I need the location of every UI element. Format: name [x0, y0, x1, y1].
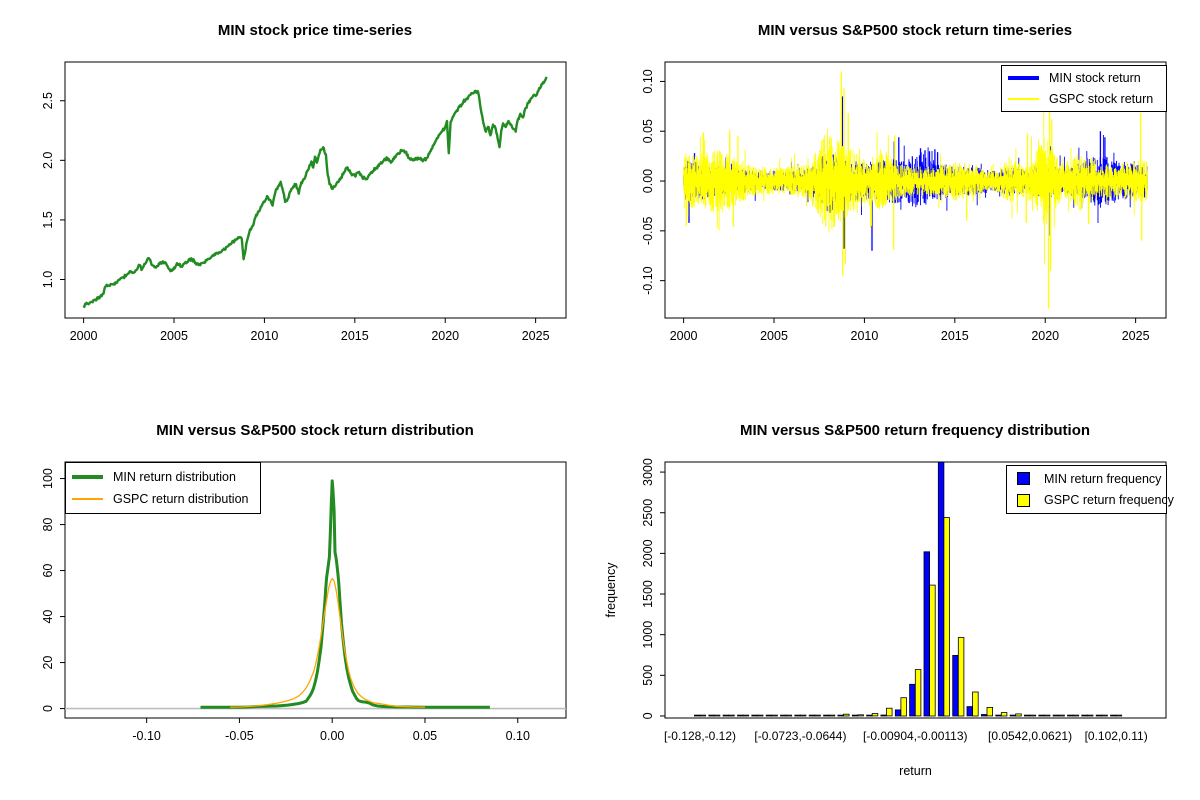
chart-title: MIN versus S&P500 stock return distribut…: [156, 422, 474, 439]
svg-text:2025: 2025: [522, 329, 550, 343]
legend-item: MIN return distribution: [72, 467, 254, 487]
legend-return-distribution: MIN return distribution GSPC return dist…: [65, 462, 261, 514]
svg-text:2000: 2000: [641, 539, 655, 567]
svg-text:100: 100: [41, 468, 55, 489]
panel-return-frequency: MIN versus S&P500 return frequency distr…: [600, 400, 1200, 800]
svg-text:2020: 2020: [1031, 329, 1059, 343]
svg-text:0: 0: [641, 712, 655, 719]
svg-text:1.0: 1.0: [41, 271, 55, 288]
return-frequency-chart: 0 500 1000 1500 2000 2500 3000 return frequency […: [604, 458, 1167, 778]
legend-label: MIN return distribution: [113, 469, 236, 484]
legend-label: GSPC stock return: [1049, 91, 1154, 106]
svg-text:2020: 2020: [431, 329, 459, 343]
svg-text:[-0.00904,-0.00113): [-0.00904,-0.00113): [863, 729, 968, 743]
svg-text:0.10: 0.10: [641, 69, 655, 93]
svg-text:2000: 2000: [70, 329, 98, 343]
svg-text:-0.10: -0.10: [641, 266, 655, 295]
svg-text:return: return: [899, 764, 932, 778]
svg-text:1000: 1000: [641, 621, 655, 649]
legend-label: GSPC return distribution: [113, 491, 249, 506]
svg-text:2015: 2015: [941, 329, 969, 343]
legend-item: MIN return frequency: [1013, 469, 1162, 489]
svg-text:2010: 2010: [251, 329, 279, 343]
chart-title: MIN versus S&P500 stock return time-seri…: [757, 22, 1073, 39]
svg-text:1500: 1500: [641, 580, 655, 608]
gspc-square-swatch: [1017, 493, 1030, 507]
svg-text:3000: 3000: [641, 458, 655, 486]
svg-text:[0.0542,0.0621): [0.0542,0.0621): [988, 729, 1072, 743]
svg-text:20: 20: [41, 656, 55, 670]
legend-label: GSPC return frequency: [1044, 493, 1174, 507]
svg-text:2015: 2015: [341, 329, 369, 343]
legend-label: MIN stock return: [1049, 71, 1141, 85]
price-timeseries-chart: 2000 2005 2010 2015 2020 2025 1.0 1.5 2.0 2.5: [41, 61, 567, 343]
svg-text:2500: 2500: [641, 499, 655, 527]
svg-text:frequency: frequency: [604, 562, 618, 618]
svg-text:0.10: 0.10: [506, 729, 530, 743]
legend-item: GSPC stock return: [1008, 90, 1160, 109]
svg-text:0.00: 0.00: [320, 729, 344, 743]
svg-text:2005: 2005: [760, 329, 788, 343]
chart-title: MIN stock price time-series: [217, 22, 413, 39]
svg-text:[-0.128,-0.12): [-0.128,-0.12): [664, 729, 736, 743]
svg-text:80: 80: [41, 518, 55, 532]
svg-text:2.0: 2.0: [41, 152, 55, 169]
svg-text:[0.102,0.11): [0.102,0.11): [1085, 729, 1148, 743]
svg-text:2005: 2005: [160, 329, 188, 343]
svg-text:1.5: 1.5: [41, 211, 55, 228]
svg-text:[-0.0723,-0.0644): [-0.0723,-0.0644): [754, 729, 846, 743]
svg-text:-0.05: -0.05: [225, 729, 254, 743]
svg-text:60: 60: [41, 564, 55, 578]
panel-return-timeseries: MIN versus S&P500 stock return time-seri…: [600, 0, 1200, 400]
svg-text:40: 40: [41, 610, 55, 624]
return-distribution-chart: -0.10 -0.05 0.00 0.05 0.10 0 20 40 60 80 100: [41, 461, 567, 743]
svg-text:0.05: 0.05: [641, 119, 655, 143]
svg-text:0: 0: [41, 705, 55, 712]
legend-label: MIN return frequency: [1044, 471, 1162, 486]
min-line-swatch: [72, 475, 103, 479]
panel-return-distribution: MIN versus S&P500 stock return distribut…: [0, 400, 600, 800]
legend-return-timeseries: MIN stock return GSPC stock return: [1001, 65, 1167, 112]
svg-text:2.5: 2.5: [41, 92, 55, 109]
gspc-line-swatch: [72, 498, 103, 500]
legend-return-frequency: MIN return frequency GSPC return frequen…: [1006, 465, 1174, 514]
gspc-line-swatch: [1008, 97, 1039, 100]
legend-item: MIN stock return: [1008, 69, 1160, 88]
svg-text:2025: 2025: [1122, 329, 1150, 343]
svg-text:2010: 2010: [851, 329, 879, 343]
min-line-swatch: [1008, 76, 1039, 81]
svg-text:500: 500: [641, 665, 655, 686]
legend-item: GSPC return distribution: [72, 489, 254, 509]
return-timeseries-chart: 2000 2005 2010 2015 2020 2025 -0.10 -0.05 0.00 0.…: [641, 61, 1167, 343]
svg-text:0.00: 0.00: [641, 169, 655, 193]
panel-price-timeseries: MIN stock price time-series 2000 2005 2010…: [0, 0, 600, 400]
svg-text:2000: 2000: [670, 329, 698, 343]
svg-text:-0.05: -0.05: [641, 217, 655, 246]
svg-text:-0.10: -0.10: [132, 729, 161, 743]
chart-title: MIN versus S&P500 return frequency distr…: [739, 422, 1091, 439]
min-square-swatch: [1017, 472, 1030, 486]
legend-item: GSPC return frequency: [1013, 491, 1174, 511]
svg-text:0.05: 0.05: [413, 729, 437, 743]
